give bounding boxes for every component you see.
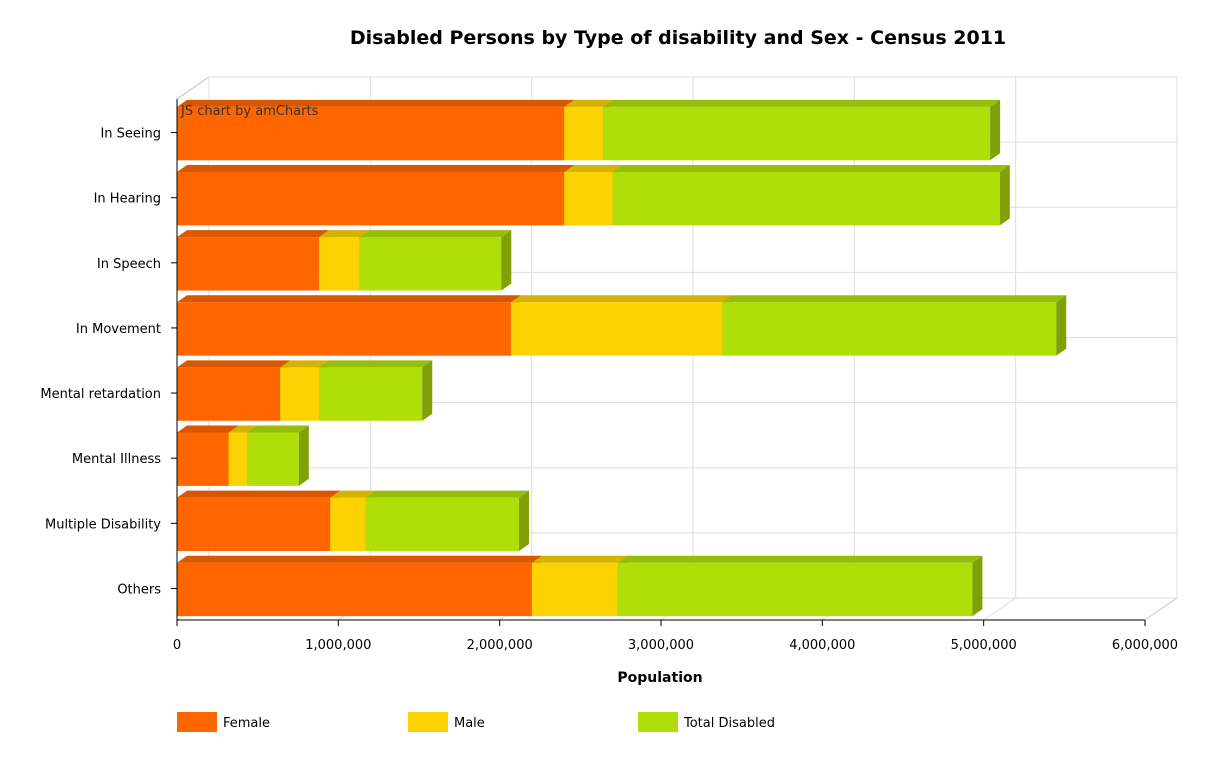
x-axis-depth-line	[1144, 597, 1178, 621]
bar-group	[177, 164, 1010, 226]
bar-top-face	[365, 490, 530, 498]
bar	[612, 171, 1000, 226]
bar-top-face	[247, 425, 309, 433]
bar-side-face	[1056, 295, 1067, 356]
bar-side-face	[999, 164, 1010, 226]
grid-line-depth	[176, 76, 210, 100]
bar-side-face	[298, 425, 309, 486]
bar	[177, 171, 565, 226]
legend-swatch	[408, 712, 448, 732]
bar-top-face	[177, 490, 341, 498]
bars-layer	[177, 99, 1067, 617]
legend-swatch	[638, 712, 678, 732]
bar	[510, 302, 723, 356]
bar-top-face	[602, 99, 1001, 107]
bar-group	[177, 490, 530, 552]
y-tick-label: Multiple Disability	[45, 517, 161, 532]
legend-item[interactable]: Total Disabled	[638, 712, 775, 732]
bar	[177, 497, 331, 552]
legend-label: Male	[454, 716, 485, 731]
bar-side-face	[519, 490, 530, 552]
bar-side-face	[990, 99, 1001, 161]
legend: Female Male Total Disabled	[177, 712, 775, 732]
bar	[318, 367, 423, 421]
bar	[177, 237, 319, 291]
x-tick-label: 3,000,000	[628, 638, 694, 653]
bar-top-face	[228, 425, 258, 433]
chart-credit[interactable]: JS chart by amCharts	[180, 104, 319, 119]
bar-top-face	[318, 230, 370, 238]
bar	[359, 237, 502, 291]
bar-group	[177, 360, 433, 421]
x-tick-label: 1,000,000	[305, 638, 371, 653]
bar	[280, 367, 319, 421]
y-tick-label: Mental retardation	[40, 387, 161, 402]
axis-layer: 0 1,000,000 2,000,000 3,000,000 4,000,000 5,0…	[40, 99, 1178, 653]
x-tick-label: 6,000,000	[1112, 638, 1178, 653]
legend-item[interactable]: Male	[408, 712, 485, 732]
bar	[564, 171, 613, 226]
bar	[330, 497, 366, 552]
bar-top-face	[722, 295, 1067, 303]
bar-top-face	[359, 230, 512, 238]
legend-swatch	[177, 712, 217, 732]
bar-group	[177, 425, 309, 486]
bar-top-face	[280, 360, 329, 368]
bar	[247, 432, 299, 486]
legend-label: Total Disabled	[683, 716, 775, 731]
grid-line-floor	[983, 597, 1016, 621]
bar-top-face	[318, 360, 433, 368]
y-tick-label: In Movement	[76, 322, 161, 337]
bar-top-face	[177, 164, 575, 172]
bar-side-face	[501, 230, 512, 291]
bar	[228, 432, 248, 486]
bar-top-face	[177, 99, 575, 107]
bar	[177, 562, 532, 617]
bar-group	[177, 555, 983, 617]
legend-label: Female	[223, 716, 270, 731]
y-tick-label: In Hearing	[94, 192, 161, 207]
bar	[722, 302, 1057, 356]
y-tick-label: In Seeing	[100, 127, 161, 142]
chart-title: Disabled Persons by Type of disability a…	[350, 27, 1006, 49]
x-tick-label: 5,000,000	[951, 638, 1017, 653]
bar-top-face	[177, 230, 329, 238]
legend-item[interactable]: Female	[177, 712, 270, 732]
bar-top-face	[612, 164, 1010, 172]
bar-top-face	[564, 164, 623, 172]
y-tick-label: Mental Illness	[72, 452, 161, 467]
bar	[564, 106, 603, 161]
x-tick-label: 0	[173, 638, 181, 653]
bar-top-face	[177, 295, 521, 303]
y-tick-label: In Speech	[97, 257, 161, 272]
bar-top-face	[330, 490, 376, 498]
bar-group	[177, 230, 512, 291]
bar	[602, 106, 991, 161]
x-tick-label: 2,000,000	[467, 638, 533, 653]
bar-top-face	[617, 555, 983, 563]
bar-top-face	[564, 99, 613, 107]
bar	[177, 367, 281, 421]
bar-top-face	[177, 555, 542, 563]
bar	[177, 106, 565, 161]
bar	[177, 302, 511, 356]
y-tick-label: Others	[117, 582, 161, 597]
x-tick-label: 4,000,000	[789, 638, 855, 653]
bar-top-face	[177, 425, 239, 433]
bar-top-face	[510, 295, 733, 303]
bar-group	[177, 295, 1067, 356]
bar	[318, 237, 360, 291]
bar-side-face	[422, 360, 433, 421]
x-axis-title: Population	[617, 670, 702, 686]
bar	[177, 432, 229, 486]
bar-top-face	[177, 360, 291, 368]
bar	[531, 562, 618, 617]
bar-group	[177, 99, 1001, 161]
bar	[365, 497, 520, 552]
bar-top-face	[531, 555, 628, 563]
bar-side-face	[972, 555, 983, 617]
bar	[617, 562, 973, 617]
